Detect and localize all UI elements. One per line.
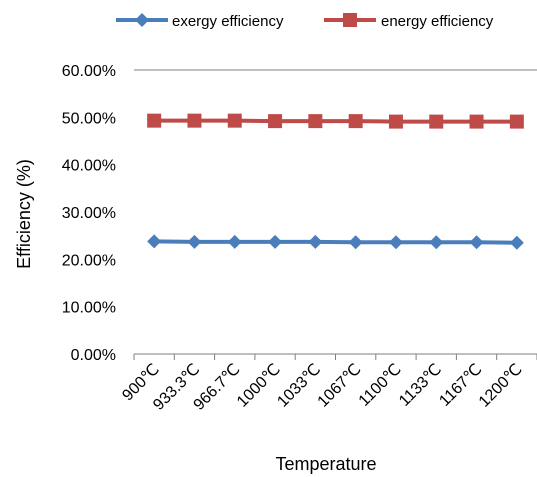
x-tick-label: 1033℃ (274, 361, 324, 411)
x-tick-label: 1167℃ (436, 361, 485, 410)
x-tick-label: 1200℃ (476, 361, 526, 411)
y-axis-ticks: 0.00% 10.00% 20.00% 30.00% 40.00% 50.00% 60.00… (62, 63, 116, 364)
data-point (227, 113, 242, 128)
data-point (348, 114, 363, 129)
x-tick-label: 1000℃ (234, 361, 284, 411)
data-point (469, 114, 484, 129)
y-tick-label: 0.00% (71, 347, 116, 364)
series-energy-efficiency (147, 113, 524, 129)
y-tick-label: 10.00% (62, 300, 116, 317)
data-point (509, 235, 524, 250)
data-point (429, 235, 444, 250)
legend: exergy efficiency energy efficiency (116, 13, 494, 30)
y-tick-label: 50.00% (62, 110, 116, 127)
data-point (308, 234, 323, 249)
x-axis-title: Temperature (275, 454, 376, 474)
x-tick-label: 1133℃ (396, 361, 445, 410)
data-point (429, 114, 444, 129)
x-tick-label: 1067℃ (315, 361, 365, 411)
data-point (187, 234, 202, 249)
series-line (154, 239, 517, 245)
data-point (147, 234, 162, 249)
y-tick-label: 20.00% (62, 252, 116, 269)
data-point (388, 114, 403, 129)
y-tick-label: 40.00% (62, 158, 116, 175)
y-axis-title: Efficiency (%) (14, 159, 34, 269)
data-point (187, 113, 202, 128)
data-point (227, 234, 242, 249)
legend-item: energy efficiency (324, 13, 494, 30)
legend-label: exergy efficiency (172, 13, 284, 30)
legend-marker (135, 13, 149, 27)
data-point (469, 235, 484, 250)
y-tick-label: 60.00% (62, 63, 116, 80)
data-point (388, 235, 403, 250)
y-tick-label: 30.00% (62, 205, 116, 222)
x-axis-ticks: 900℃933.3℃966.7℃1000℃1033℃1067℃1100℃1133… (119, 354, 537, 414)
series-line (154, 118, 517, 124)
data-point (308, 114, 323, 129)
series-exergy-efficiency (147, 234, 524, 250)
legend-item: exergy efficiency (116, 13, 284, 30)
series-layer (147, 113, 524, 250)
data-point (348, 235, 363, 250)
x-tick-label: 1100℃ (356, 361, 405, 410)
data-point (268, 114, 283, 129)
legend-label: energy efficiency (381, 13, 494, 30)
data-point (268, 234, 283, 249)
legend-marker (343, 13, 357, 27)
data-point (509, 114, 524, 129)
data-point (147, 113, 162, 128)
